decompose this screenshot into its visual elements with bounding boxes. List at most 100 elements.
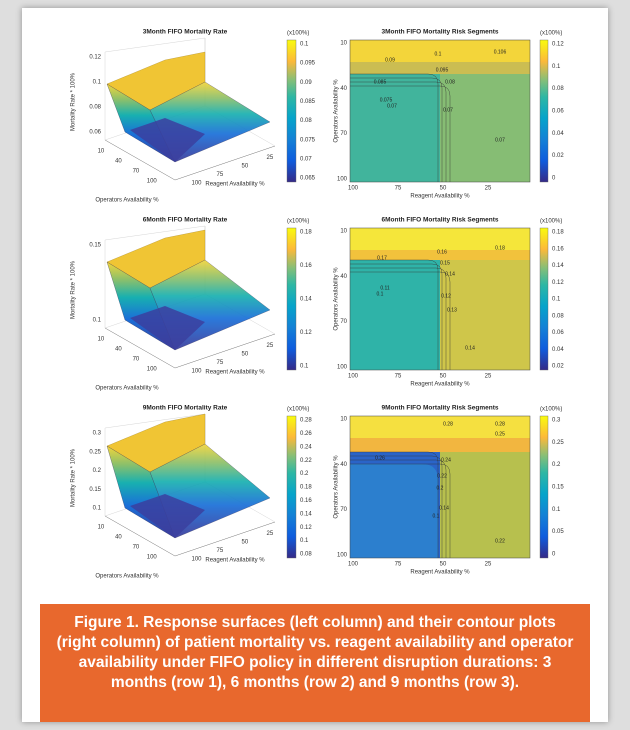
y-axis-label: Reagent Availability % — [205, 182, 265, 188]
colorbar-tick-label: 0.14 — [552, 263, 564, 269]
x-tick-label: 100 — [348, 186, 359, 192]
z-axis-label: Mortality Rate * 100% — [71, 260, 77, 319]
y-tick-label: 75 — [217, 360, 224, 366]
contour-line — [350, 85, 451, 182]
x-tick-label: 50 — [440, 374, 447, 380]
plot-frame — [349, 415, 531, 559]
y-tick-label: 100 — [337, 177, 348, 183]
z-tick-label: 0.15 — [89, 243, 101, 249]
panel-title: 9Month FIFO Mortality Rate — [143, 405, 228, 412]
contour-label: 0.11 — [380, 285, 390, 291]
contour-label: 0.16 — [437, 249, 447, 255]
surface-valley — [130, 118, 205, 162]
panel-title: 3Month FIFO Mortality Rate — [143, 29, 228, 36]
y-tick-label: 70 — [340, 319, 347, 325]
x-tick-label: 25 — [485, 374, 492, 380]
panel-title: 6Month FIFO Mortality Risk Segments — [381, 217, 498, 224]
colorbar-unit: (x100%) — [540, 31, 562, 37]
contour-line — [350, 451, 439, 558]
panel-title: 3Month FIFO Mortality Risk Segments — [381, 29, 498, 36]
axis-box — [104, 139, 276, 181]
z-axis-label: Mortality Rate * 100% — [71, 72, 77, 131]
colorbar-tick-label: 0 — [552, 552, 556, 558]
x-tick-label: 75 — [395, 562, 402, 568]
plot-frame — [349, 39, 531, 183]
z-tick-label: 0.06 — [89, 130, 101, 136]
x-tick-label: 10 — [98, 149, 105, 155]
colorbar-tick-label: 0.08 — [300, 118, 312, 124]
colorbar-tick-label: 0.02 — [552, 153, 564, 159]
y-tick-label: 25 — [267, 343, 274, 349]
colorbar-tick-label: 0.1 — [552, 507, 561, 513]
contour-label: 0.106 — [494, 49, 507, 55]
contour-line — [350, 263, 443, 370]
y-tick-label: 50 — [242, 351, 249, 357]
colorbar-tick-label: 0.22 — [300, 458, 312, 464]
contour-label: 0.1 — [435, 51, 442, 57]
contour-fill — [350, 40, 530, 62]
colorbar-tick-label: 0.09 — [300, 80, 312, 86]
colorbar-tick-label: 0 — [552, 176, 556, 182]
contour-label: 0.14 — [439, 505, 449, 511]
x-axis-label: Operators Availability % — [95, 198, 159, 204]
contour-label: 0.07 — [387, 103, 397, 109]
contour-label: 0.26 — [375, 455, 385, 461]
colorbar — [286, 227, 297, 371]
colorbar-tick-label: 0.06 — [552, 109, 564, 115]
y-tick-label: 75 — [217, 172, 224, 178]
y-tick-label: 10 — [340, 229, 347, 235]
y-tick-label: 100 — [337, 365, 348, 371]
x-tick-label: 100 — [147, 555, 158, 561]
colorbar-tick-label: 0.16 — [300, 498, 312, 504]
colorbar-tick-label: 0.26 — [300, 431, 312, 437]
y-tick-label: 10 — [340, 41, 347, 47]
colorbar-unit: (x100%) — [287, 407, 309, 413]
contour-label: 0.2 — [437, 485, 444, 491]
y-tick-label: 70 — [340, 131, 347, 137]
axis-box — [104, 327, 276, 369]
contour-label: 0.08 — [445, 79, 455, 85]
colorbar-tick-label: 0.1 — [300, 42, 309, 48]
z-tick-label: 0.3 — [93, 431, 102, 437]
z-tick-label: 0.1 — [93, 318, 102, 324]
y-tick-label: 10 — [340, 417, 347, 423]
x-tick-label: 100 — [348, 562, 359, 568]
colorbar-tick-label: 0.3 — [552, 418, 561, 424]
colorbar-tick-label: 0.18 — [300, 230, 312, 236]
contour-line — [350, 455, 443, 558]
surface-valley — [130, 306, 205, 350]
x-axis-label: Reagent Availability % — [410, 570, 470, 576]
colorbar-tick-label: 0.1 — [552, 64, 561, 70]
y-axis-label: Operators Availability % — [334, 79, 340, 143]
contour-line — [350, 267, 447, 370]
colorbar-tick-label: 0.075 — [300, 137, 316, 143]
y-tick-label: 100 — [192, 556, 203, 562]
x-tick-label: 100 — [147, 367, 158, 373]
z-tick-label: 0.2 — [93, 468, 102, 474]
z-tick-label: 0.25 — [89, 449, 101, 455]
y-tick-label: 25 — [267, 531, 274, 537]
colorbar-tick-label: 0.065 — [300, 176, 316, 182]
contour-label: 0.18 — [495, 245, 505, 251]
colorbar-tick-label: 0.28 — [300, 418, 312, 424]
colorbar-tick-label: 0.2 — [300, 471, 309, 477]
contour-line — [350, 271, 451, 370]
x-tick-label: 100 — [147, 179, 158, 185]
contour-label: 0.075 — [380, 97, 393, 103]
colorbar — [539, 227, 549, 371]
y-axis-label: Reagent Availability % — [205, 370, 265, 376]
contour-label: 0.17 — [377, 255, 387, 261]
colorbar — [286, 39, 297, 183]
z-tick-label: 0.15 — [89, 487, 101, 493]
colorbar-tick-label: 0.15 — [552, 485, 564, 491]
contour-label: 0.24 — [441, 457, 451, 463]
x-axis-label: Reagent Availability % — [410, 382, 470, 388]
caption: Figure 1. Response surfaces (left column… — [40, 604, 590, 722]
contour-label: 0.07 — [443, 107, 453, 113]
colorbar-tick-label: 0.24 — [300, 444, 312, 450]
contour-label: 0.095 — [436, 67, 449, 73]
x-axis-label: Operators Availability % — [95, 386, 159, 392]
x-tick-label: 50 — [440, 562, 447, 568]
colorbar-unit: (x100%) — [287, 31, 309, 37]
